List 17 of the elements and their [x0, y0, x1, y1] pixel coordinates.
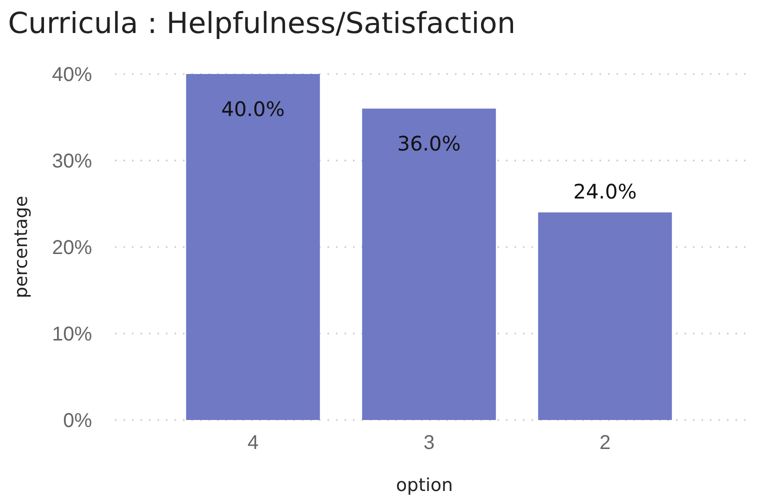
bar	[362, 108, 496, 420]
data-label: 24.0%	[573, 179, 637, 204]
y-tick-label: 40%	[52, 64, 92, 86]
y-tick-label: 20%	[52, 237, 92, 259]
x-tick-label: 4	[247, 432, 259, 454]
y-axis-title: percentage	[11, 196, 32, 298]
x-axis-title: option	[396, 475, 453, 496]
bar	[186, 74, 320, 420]
chart-title: Curricula : Helpfulness/Satisfaction	[8, 6, 516, 40]
y-tick-label: 0%	[63, 410, 92, 432]
data-label: 40.0%	[221, 97, 285, 121]
x-tick-label: 3	[423, 432, 435, 454]
y-tick-label: 10%	[52, 324, 92, 346]
y-tick-label: 30%	[52, 150, 92, 172]
bar	[538, 212, 672, 420]
x-tick-label: 2	[599, 432, 611, 454]
data-label: 36.0%	[397, 132, 461, 156]
